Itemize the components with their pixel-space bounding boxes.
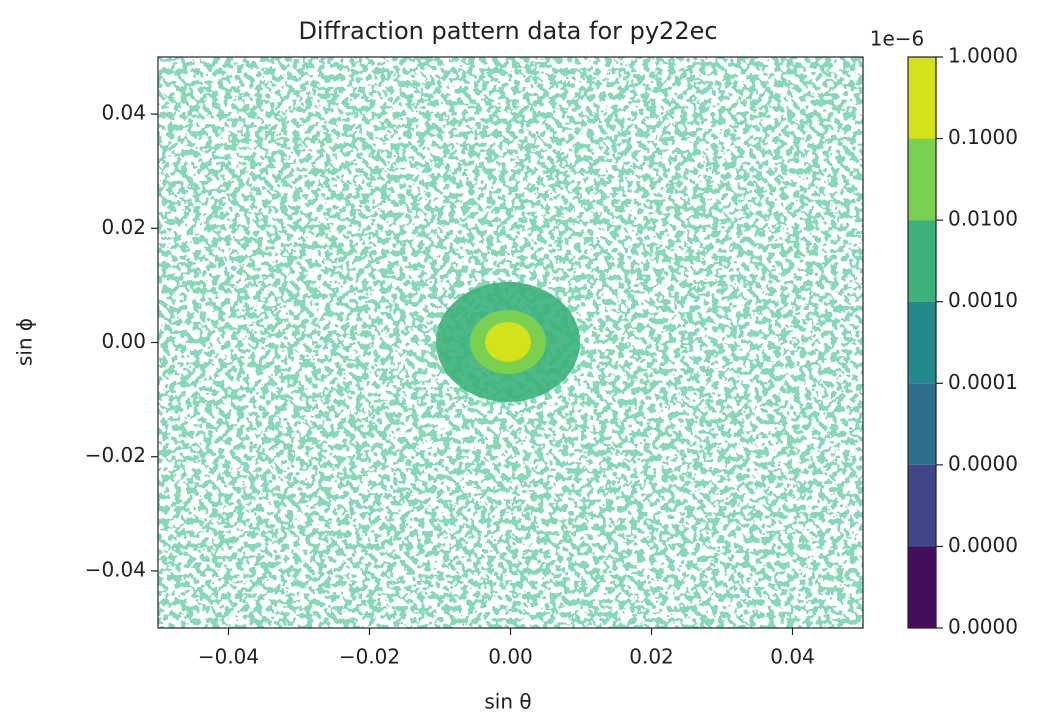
colorbar-frame bbox=[907, 56, 937, 629]
x-tick-label: −0.02 bbox=[339, 645, 400, 669]
x-tick-label: 0.02 bbox=[629, 645, 674, 669]
colorbar-tick-label: 0.0000 bbox=[948, 615, 1018, 639]
colorbar-tick-label: 0.0001 bbox=[948, 370, 1018, 394]
y-tick-label: −0.04 bbox=[85, 557, 146, 581]
y-tick-label: 0.04 bbox=[101, 101, 146, 125]
colorbar-band bbox=[908, 546, 936, 628]
colorbar-band bbox=[908, 464, 936, 547]
y-axis-label: sin ϕ bbox=[13, 318, 37, 366]
colorbar-band bbox=[908, 383, 936, 465]
contour-field bbox=[158, 57, 863, 628]
colorbar-band bbox=[908, 138, 936, 221]
y-tick-label: −0.02 bbox=[85, 443, 146, 467]
colorbar-tick-label: 0.0000 bbox=[948, 451, 1018, 475]
center-peak bbox=[485, 322, 531, 362]
colorbar-offset: 1e−6 bbox=[870, 27, 925, 51]
colorbar-tick-label: 0.1000 bbox=[948, 125, 1018, 149]
chart-title: Diffraction pattern data for py22ec bbox=[298, 17, 717, 45]
x-tick-label: −0.04 bbox=[198, 645, 259, 669]
colorbar-tick-label: 0.0000 bbox=[948, 533, 1018, 557]
y-tick-label: 0.00 bbox=[101, 329, 146, 353]
x-tick-label: 0.04 bbox=[770, 645, 815, 669]
colorbar-band bbox=[908, 57, 936, 139]
colorbar-tick-label: 1.0000 bbox=[948, 44, 1018, 68]
x-axis-label: sin θ bbox=[484, 690, 531, 714]
colorbar-tick-label: 0.0010 bbox=[948, 288, 1018, 312]
colorbar-band bbox=[908, 220, 936, 302]
colorbar-tick-label: 0.0100 bbox=[948, 207, 1018, 231]
x-tick-label: 0.00 bbox=[488, 645, 533, 669]
y-tick-label: 0.02 bbox=[101, 215, 146, 239]
colorbar-band bbox=[908, 301, 936, 384]
